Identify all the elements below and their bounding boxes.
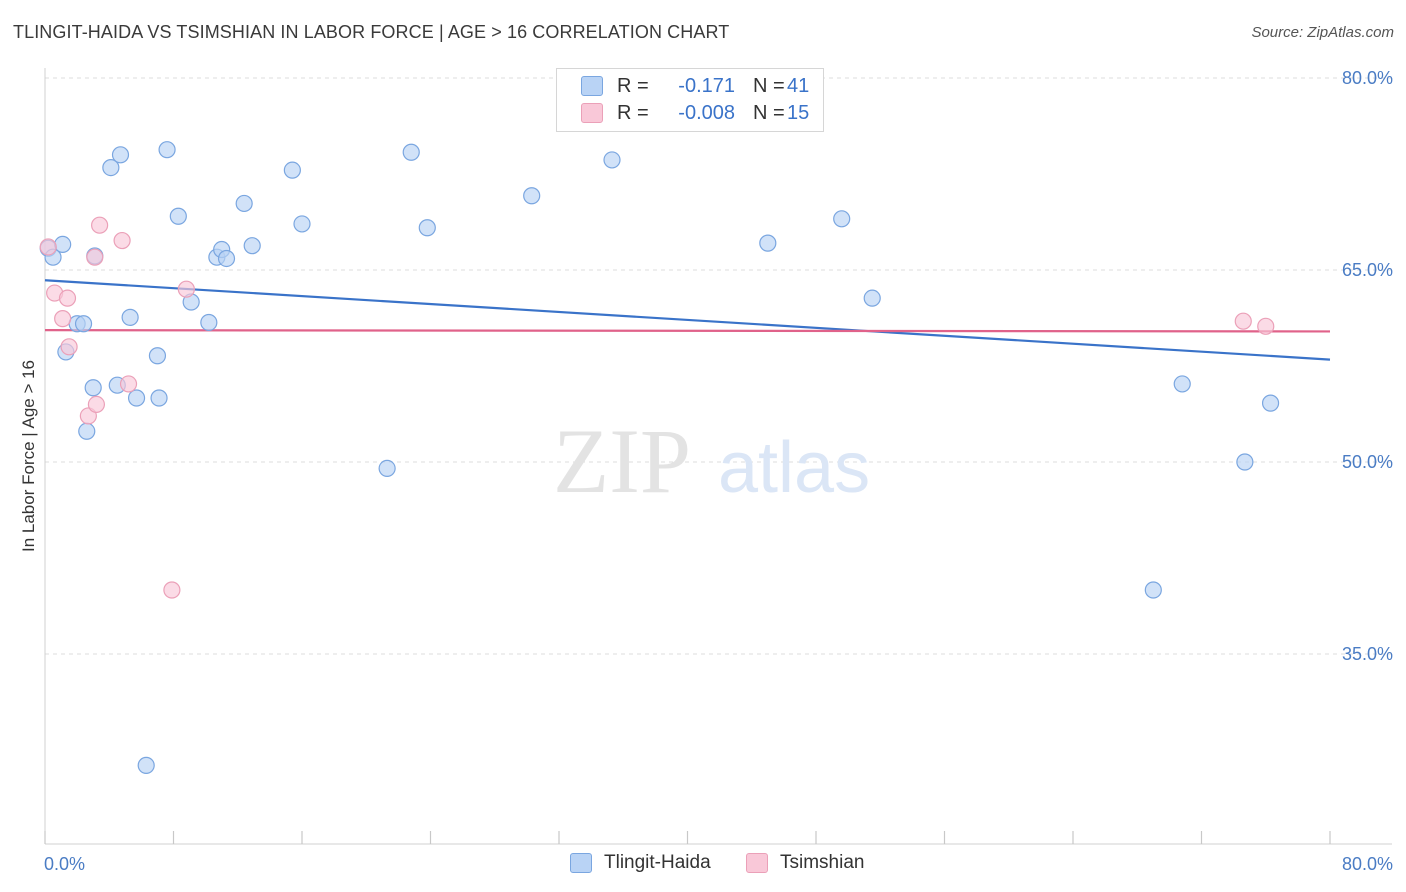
point-tlingit-haida [84, 379, 102, 397]
point-tsimshian [113, 231, 131, 250]
trend-line-tsimshian [44, 329, 1331, 333]
grid-lines [45, 77, 1392, 655]
point-tsimshian [119, 375, 138, 393]
point-tsimshian [177, 280, 195, 298]
chart-title: TLINGIT-HAIDA VS TSIMSHIAN IN LABOR FORC… [13, 22, 730, 42]
point-tlingit-haida [603, 151, 621, 169]
legend-n-label: N = [753, 101, 785, 124]
trend-lines [44, 279, 1331, 361]
point-tlingit-haida [833, 210, 851, 228]
point-tlingit-haida [283, 161, 301, 179]
point-tlingit-haida [102, 159, 120, 177]
point-tsimshian [1234, 312, 1252, 330]
point-tlingit-haida [148, 347, 167, 365]
point-tlingit-haida [137, 756, 155, 774]
point-tsimshian [86, 248, 104, 266]
source-credit: Source: ZipAtlas.com [1251, 24, 1394, 41]
point-tlingit-haida [1236, 453, 1254, 471]
point-tsimshian [39, 238, 57, 256]
legend-swatch-pink [581, 103, 603, 123]
series-label-tsimshian: Tsimshian [780, 852, 865, 873]
legend-n-value: 15 [787, 101, 810, 124]
point-tlingit-haida [523, 187, 541, 205]
point-tsimshian [163, 581, 181, 599]
y-tick-labels: 35.0% 50.0% 65.0% 80.0% [1342, 68, 1393, 664]
point-tlingit-haida [121, 308, 139, 326]
series-swatch-pink [746, 853, 768, 873]
y-tick-label: 35.0% [1342, 644, 1393, 664]
point-tlingit-haida [402, 143, 420, 161]
point-tsimshian [87, 395, 106, 413]
point-tlingit-haida [378, 459, 396, 477]
y-axis-label: In Labor Force | Age > 16 [19, 360, 38, 552]
legend-r-value: -0.171 [678, 74, 735, 97]
legend-r-label: R = [617, 74, 649, 97]
point-tlingit-haida [759, 234, 777, 252]
point-tlingit-haida [74, 315, 93, 333]
series-legend: Tlingit-Haida Tsimshian [0, 852, 1406, 876]
stats-legend: R = -0.171 N = 41 R = -0.008 N = 15 [556, 68, 824, 132]
point-tlingit-haida [158, 141, 176, 159]
point-tlingit-haida [293, 215, 311, 233]
point-tlingit-haida [235, 194, 253, 213]
y-tick-label: 65.0% [1342, 260, 1393, 280]
series-legend-tlingit-haida[interactable]: Tlingit-Haida [570, 852, 711, 874]
trend-line-tlingit-haida [44, 279, 1331, 361]
legend-row-tsimshian: R = -0.008 N = 15 [581, 100, 809, 126]
point-tlingit-haida [78, 422, 96, 440]
point-tlingit-haida [1144, 581, 1162, 599]
watermark-atlas: atlas [718, 428, 870, 508]
point-tsimshian [60, 338, 78, 356]
point-tlingit-haida [243, 237, 261, 255]
point-tlingit-haida [200, 313, 218, 332]
point-tlingit-haida [1261, 394, 1280, 412]
series-label-tlingit-haida: Tlingit-Haida [604, 852, 711, 873]
watermark-zip: ZIP [553, 410, 691, 512]
point-tlingit-haida [217, 249, 236, 268]
legend-n-label: N = [753, 74, 785, 97]
series-legend-tsimshian[interactable]: Tsimshian [746, 852, 864, 874]
legend-r-label: R = [617, 101, 649, 124]
x-tick-label-min: 0.0% [44, 854, 85, 874]
point-tlingit-haida [54, 235, 72, 253]
legend-row-tlingit-haida: R = -0.171 N = 41 [581, 73, 809, 99]
y-tick-label: 50.0% [1342, 452, 1393, 472]
series-swatch-blue [570, 853, 592, 873]
point-tsimshian [91, 216, 109, 234]
point-tlingit-haida [418, 219, 436, 237]
point-tlingit-haida [169, 207, 187, 225]
axes [44, 68, 1392, 845]
y-tick-label: 80.0% [1342, 68, 1393, 88]
watermark: ZIP atlas [553, 410, 870, 512]
legend-n-value: 41 [787, 74, 810, 97]
point-tsimshian [58, 289, 77, 307]
point-tlingit-haida [1173, 375, 1191, 393]
x-tick-label-max: 80.0% [1342, 854, 1393, 874]
legend-r-value: -0.008 [678, 101, 735, 124]
point-tlingit-haida [127, 389, 146, 407]
point-tsimshian [1257, 317, 1275, 335]
point-tlingit-haida [863, 289, 881, 307]
x-tick-labels: 0.0% 80.0% [44, 854, 1393, 874]
point-tlingit-haida [111, 146, 130, 164]
point-tsimshian [54, 310, 72, 328]
point-tlingit-haida [150, 389, 168, 407]
legend-swatch-blue [581, 76, 603, 96]
